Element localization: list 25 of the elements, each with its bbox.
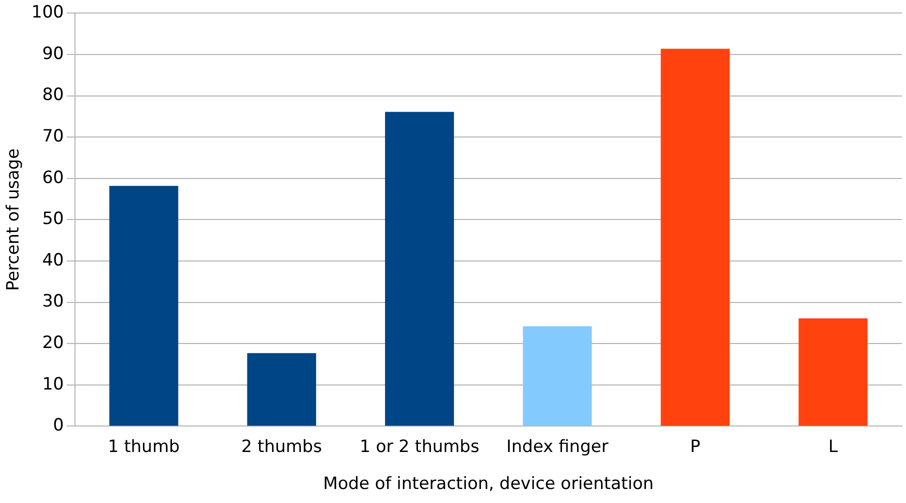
x-tick-label: L	[828, 436, 838, 457]
y-tick-label: 50	[42, 209, 64, 230]
y-axis-title: Percent of usage	[4, 148, 24, 291]
x-axis-title: Mode of interaction, device orientation	[323, 474, 654, 494]
x-tick-label: 1 or 2 thumbs	[360, 436, 480, 457]
y-tick-label: 70	[42, 126, 64, 147]
bar	[798, 318, 868, 426]
bar	[109, 186, 178, 426]
y-tick-label: 80	[42, 85, 64, 106]
y-tick-label: 0	[53, 416, 64, 436]
bar	[247, 353, 316, 426]
y-tick-label: 20	[42, 333, 64, 354]
y-tick-label: 10	[42, 374, 64, 394]
x-tick-label: 2 thumbs	[241, 436, 322, 457]
y-tick-label: 60	[42, 168, 64, 188]
y-tick-label: 100	[31, 2, 64, 23]
bar	[522, 326, 592, 426]
y-tick-label: 90	[42, 44, 64, 64]
bar	[660, 48, 730, 426]
y-tick-label: 30	[42, 292, 64, 312]
y-tick-label: 40	[42, 250, 64, 270]
x-tick-label: P	[690, 436, 700, 457]
bar	[385, 112, 454, 426]
x-tick-label: Index finger	[506, 436, 608, 457]
x-tick-label: 1 thumb	[108, 436, 180, 457]
